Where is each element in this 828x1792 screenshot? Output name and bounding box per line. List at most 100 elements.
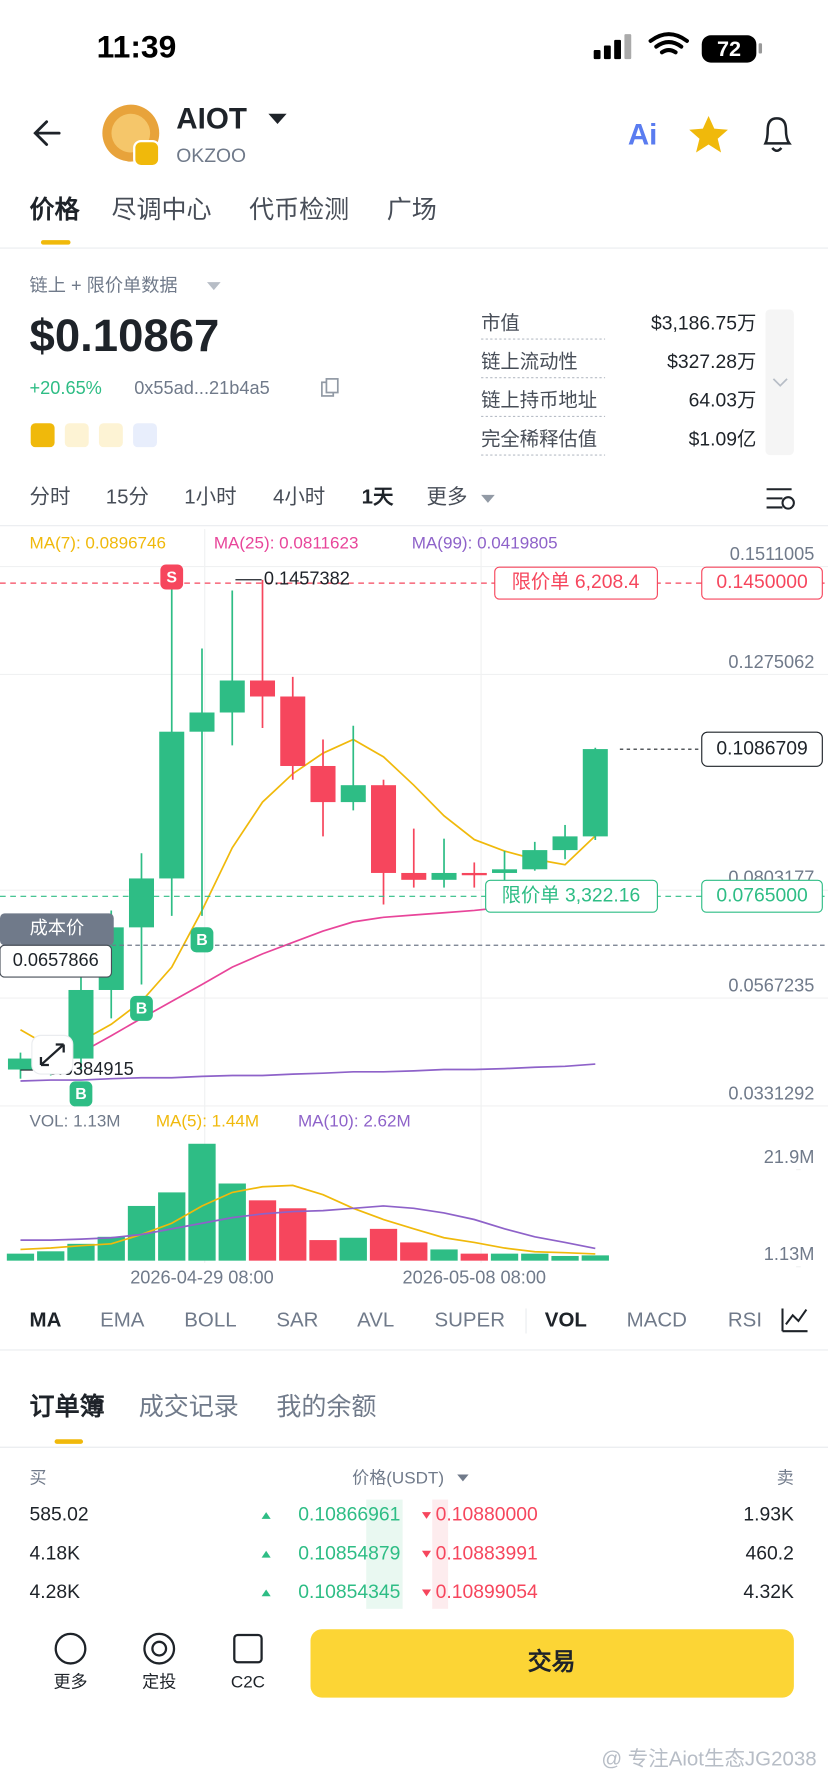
stats-scroll[interactable]	[765, 309, 794, 456]
indicator-tab[interactable]: SUPER	[434, 1308, 505, 1331]
volume-bar	[490, 1253, 519, 1261]
depth-bars	[366, 1499, 449, 1609]
stat-label: 完全稀释估值	[481, 428, 597, 450]
candle-body	[128, 878, 154, 928]
vol-label: VOL: 1.13M	[30, 1111, 121, 1130]
limit-label-box	[485, 879, 658, 913]
up-arrow	[261, 1550, 271, 1558]
symbol-dropdown[interactable]	[268, 113, 287, 125]
volume-bar	[218, 1183, 246, 1261]
high-label: 0.1457382	[264, 569, 350, 589]
alert-button[interactable]	[763, 117, 792, 152]
indicator-tab[interactable]: VOL	[545, 1308, 587, 1331]
candle-body	[340, 785, 366, 803]
kline-chart: 0.15110050.12750620.08031770.05672350.03…	[0, 529, 828, 1288]
price-tag-box	[701, 879, 823, 913]
ma-line	[20, 1063, 596, 1082]
stat-value: $1.09亿	[689, 428, 757, 450]
volume-bar	[460, 1253, 488, 1261]
expand-icon[interactable]	[772, 378, 788, 387]
book-tab[interactable]: 我的余额	[276, 1393, 376, 1421]
candle-body	[431, 872, 457, 880]
price-source[interactable]: 链上 + 限价单数据	[30, 276, 178, 296]
interval-tab[interactable]: 分时	[30, 486, 71, 509]
book-tab[interactable]: 成交记录	[139, 1393, 239, 1421]
interval-dropdown[interactable]	[481, 494, 495, 503]
volume-bar	[37, 1251, 65, 1261]
interval-tab[interactable]: 1天	[362, 486, 394, 509]
cost-label-box	[0, 913, 114, 946]
vol-tick-label: 21.9M	[764, 1147, 815, 1167]
limit-price-tag: 0.1450000	[716, 572, 807, 593]
ask-quantity: 4.32K	[743, 1582, 794, 1603]
chart-style-icon[interactable]	[781, 1308, 808, 1333]
cost-value: 0.0657866	[13, 950, 99, 970]
bottom-action[interactable]: 定投	[142, 1672, 176, 1691]
book-header[interactable]: 价格(USDT)	[352, 1469, 444, 1488]
price-tag-box	[701, 566, 823, 600]
candle-body	[461, 872, 487, 876]
cost-value-box	[0, 944, 113, 978]
ask-price: 0.10880000	[436, 1505, 538, 1526]
indicator-tab[interactable]: EMA	[100, 1308, 145, 1331]
indicator-tab[interactable]: RSI	[728, 1308, 762, 1331]
stat-label: 市值	[481, 312, 520, 334]
nav-tab[interactable]: 尽调中心	[111, 196, 211, 224]
volume-bar	[6, 1253, 35, 1261]
indicator-tab[interactable]: BOLL	[184, 1308, 236, 1331]
token-logo	[102, 104, 161, 168]
nav-tab[interactable]: 广场	[387, 196, 437, 224]
interval-tab[interactable]: 4小时	[273, 486, 325, 509]
trade-marker: S	[166, 569, 177, 586]
back-button[interactable]	[33, 120, 61, 146]
candle-body	[401, 872, 427, 880]
favorite-button[interactable]	[689, 116, 728, 153]
indicator-tab[interactable]: MA	[30, 1308, 62, 1331]
indicator-tab[interactable]: AVL	[357, 1308, 394, 1331]
copy-button[interactable]	[321, 378, 339, 397]
interval-tab[interactable]: 更多	[427, 486, 468, 509]
y-tick-label: 0.1275062	[728, 652, 814, 672]
book-header: 买	[30, 1469, 47, 1488]
trade-marker: B	[136, 1001, 147, 1018]
candle-body	[249, 680, 276, 697]
interval-tab[interactable]: 1小时	[184, 486, 236, 509]
cost-label: 成本价	[30, 918, 85, 938]
token-symbol[interactable]: AIOT	[176, 102, 247, 135]
vol-label: MA(10): 2.62M	[298, 1111, 411, 1130]
trade-marker-box	[130, 995, 153, 1021]
trade-marker: B	[75, 1086, 86, 1103]
limit-label: 限价单 6,208.4	[512, 571, 640, 593]
y-tick-label: 0.0567235	[728, 975, 814, 995]
candle-body	[189, 712, 215, 732]
bottom-action[interactable]: C2C	[231, 1672, 265, 1691]
token-badges	[30, 423, 157, 448]
volume-bar	[67, 1243, 95, 1261]
current-price-tag: 0.1086709	[716, 738, 807, 759]
nav-tab[interactable]: 代币检测	[249, 196, 349, 224]
trade-marker-box	[190, 927, 214, 953]
price-unit-dropdown[interactable]	[457, 1474, 469, 1482]
volume-bar	[339, 1237, 367, 1261]
bid-quantity: 4.18K	[30, 1543, 81, 1564]
settings-icon[interactable]	[766, 488, 795, 510]
ai-button[interactable]: Ai	[628, 118, 658, 151]
book-tab[interactable]: 订单簿	[30, 1392, 105, 1421]
trade-marker: B	[196, 932, 207, 949]
candle-body	[7, 1058, 33, 1070]
bottom-action[interactable]: 更多	[53, 1672, 87, 1691]
trade-button[interactable]	[310, 1629, 794, 1698]
candle-body	[280, 696, 306, 766]
separator	[525, 1308, 527, 1334]
volume-bar	[551, 1255, 579, 1261]
y-tick-label: 0.1511005	[730, 544, 815, 564]
trade-label[interactable]: 交易	[528, 1648, 576, 1676]
interval-tab[interactable]: 15分	[106, 486, 149, 509]
source-dropdown[interactable]	[207, 282, 221, 291]
bid-price: 0.10854879	[298, 1543, 400, 1564]
x-tick-label: 2026-04-29 08:00	[130, 1268, 274, 1288]
indicator-tab[interactable]: MACD	[627, 1308, 687, 1331]
nav-tab[interactable]: 价格	[30, 195, 81, 224]
ask-quantity: 1.93K	[743, 1505, 794, 1526]
indicator-tab[interactable]: SAR	[276, 1308, 318, 1331]
